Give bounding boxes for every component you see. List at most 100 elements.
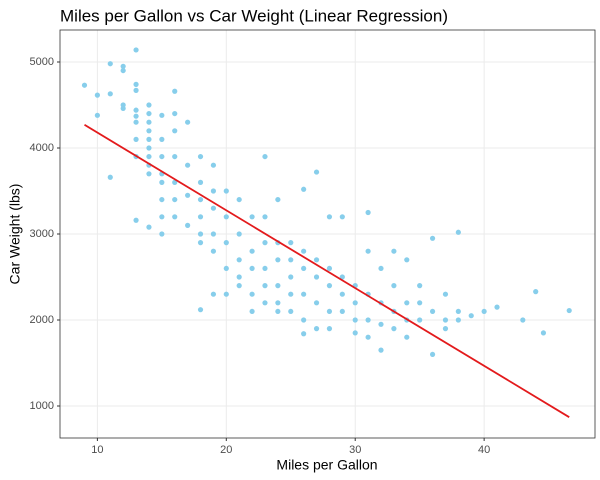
point <box>326 326 333 332</box>
point <box>146 145 152 151</box>
point <box>288 291 294 297</box>
point <box>159 214 165 220</box>
point <box>197 153 204 160</box>
point <box>223 265 229 272</box>
point <box>313 326 320 332</box>
point <box>197 231 204 237</box>
point <box>120 102 126 108</box>
point <box>159 136 165 142</box>
point <box>210 188 217 194</box>
point <box>326 308 333 315</box>
point <box>94 92 100 98</box>
point <box>391 248 397 254</box>
point <box>417 300 423 306</box>
point <box>133 107 139 113</box>
point <box>120 67 126 74</box>
y-tick-label: 4000 <box>30 142 54 154</box>
point <box>378 265 384 272</box>
point <box>288 274 294 280</box>
point <box>566 307 572 314</box>
point <box>417 283 423 289</box>
point <box>326 283 333 289</box>
point <box>262 300 268 306</box>
point <box>81 82 88 88</box>
x-axis-title: Miles per Gallon <box>276 457 377 473</box>
point <box>429 351 436 358</box>
point <box>404 257 410 263</box>
x-tick-label: 30 <box>349 444 361 456</box>
point <box>223 188 229 194</box>
point <box>378 347 384 353</box>
point <box>197 307 204 313</box>
point <box>301 248 307 254</box>
point <box>107 174 113 180</box>
point <box>210 162 217 168</box>
point <box>120 63 126 69</box>
point <box>197 240 204 246</box>
point <box>249 214 255 220</box>
point <box>185 162 191 168</box>
regression-line <box>84 124 570 418</box>
point <box>288 308 294 315</box>
point <box>378 321 384 327</box>
point <box>172 196 178 203</box>
point <box>249 291 255 297</box>
point <box>442 317 449 323</box>
point <box>365 209 371 216</box>
point <box>301 265 307 272</box>
x-tick-label: 20 <box>220 444 232 456</box>
point <box>262 240 268 246</box>
point <box>391 283 397 289</box>
point <box>313 257 320 263</box>
point <box>172 153 178 160</box>
point <box>339 308 345 315</box>
y-tick-label: 5000 <box>30 56 54 68</box>
point <box>301 186 307 192</box>
point <box>146 224 152 230</box>
point <box>146 102 152 108</box>
point <box>159 179 165 185</box>
grid <box>60 30 595 438</box>
point <box>391 326 397 332</box>
point <box>197 179 204 185</box>
point <box>313 274 320 280</box>
point <box>172 179 178 185</box>
point <box>468 313 474 319</box>
point <box>442 326 449 332</box>
point <box>275 283 281 289</box>
point <box>352 330 358 336</box>
point <box>352 300 358 306</box>
point <box>326 214 333 220</box>
point <box>172 214 178 220</box>
point <box>133 113 139 119</box>
point <box>275 257 281 263</box>
point <box>133 87 139 93</box>
point <box>197 214 204 220</box>
x-tick-label: 40 <box>478 444 490 456</box>
point <box>520 317 526 323</box>
point <box>481 308 487 315</box>
point <box>210 291 217 297</box>
point <box>262 265 268 272</box>
point <box>197 196 204 203</box>
point <box>404 300 410 306</box>
point <box>352 317 358 323</box>
y-tick-label: 1000 <box>30 400 54 412</box>
marks <box>81 47 572 418</box>
point <box>185 119 191 125</box>
point <box>301 331 307 337</box>
point <box>159 231 165 237</box>
point <box>262 214 268 220</box>
point <box>146 110 152 117</box>
point <box>159 196 165 203</box>
point <box>249 265 255 272</box>
point <box>365 317 371 323</box>
point <box>455 317 461 323</box>
point <box>417 317 423 323</box>
point <box>133 217 139 223</box>
point <box>429 308 436 315</box>
point <box>249 308 255 315</box>
point <box>236 196 242 203</box>
point <box>275 308 281 315</box>
